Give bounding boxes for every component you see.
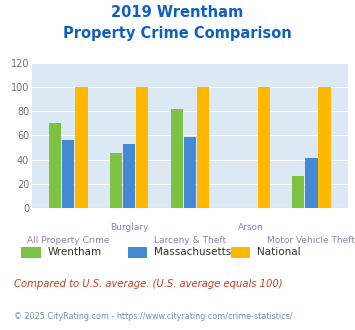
Bar — [305, 158, 317, 208]
Bar — [258, 87, 270, 208]
Bar — [49, 123, 61, 208]
Text: All Property Crime: All Property Crime — [27, 236, 110, 245]
Text: 2019 Wrentham: 2019 Wrentham — [111, 5, 244, 20]
Bar — [75, 87, 88, 208]
Bar — [110, 153, 122, 208]
Bar — [184, 137, 196, 208]
Text: Arson: Arson — [238, 223, 263, 232]
Text: Burglary: Burglary — [110, 223, 148, 232]
Text: Compared to U.S. average. (U.S. average equals 100): Compared to U.S. average. (U.S. average … — [14, 279, 283, 289]
Text: © 2025 CityRating.com - https://www.cityrating.com/crime-statistics/: © 2025 CityRating.com - https://www.city… — [14, 312, 293, 321]
Bar — [62, 140, 75, 208]
Text: Property Crime Comparison: Property Crime Comparison — [63, 26, 292, 41]
Bar — [197, 87, 209, 208]
Bar — [123, 144, 135, 208]
Bar — [292, 177, 305, 208]
Bar — [318, 87, 331, 208]
Text: Larceny & Theft: Larceny & Theft — [154, 236, 226, 245]
Bar — [171, 109, 183, 208]
Bar — [136, 87, 148, 208]
Text: Wrentham: Wrentham — [47, 248, 101, 257]
Text: National: National — [257, 248, 300, 257]
Text: Massachusetts: Massachusetts — [154, 248, 231, 257]
Text: Motor Vehicle Theft: Motor Vehicle Theft — [267, 236, 355, 245]
